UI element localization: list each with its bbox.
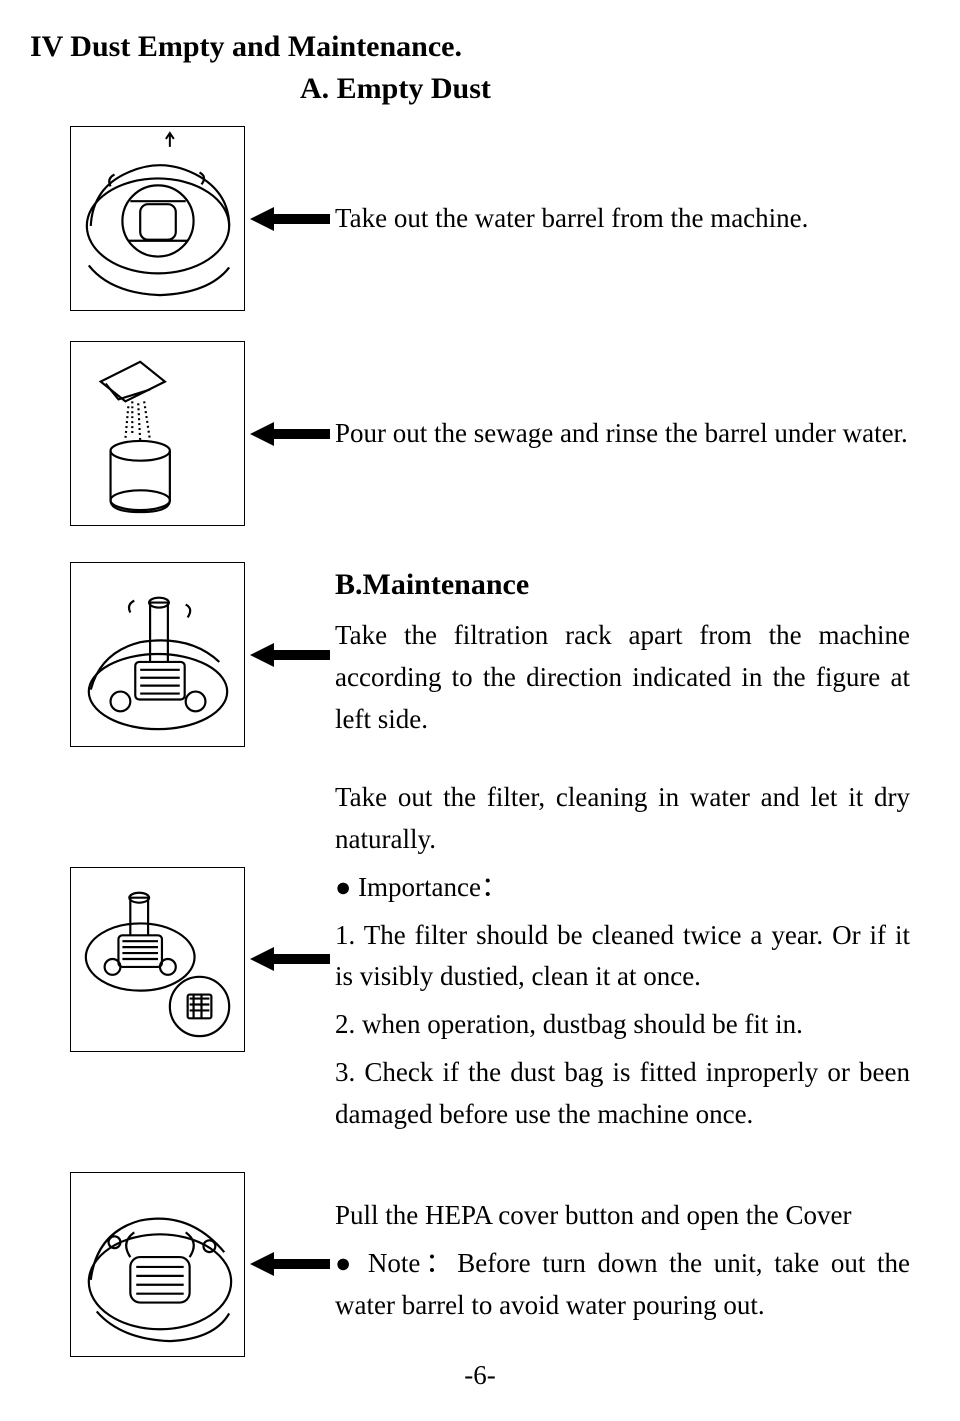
step-2-text: Pour out the sewage and rinse the barrel… <box>335 413 910 455</box>
step-2: Pour out the sewage and rinse the barrel… <box>30 341 910 526</box>
figure-3 <box>70 562 245 747</box>
figure-5 <box>70 1172 245 1357</box>
step-3: B.Maintenance Take the filtration rack a… <box>30 562 910 747</box>
hepa-cover-icon <box>71 1173 244 1356</box>
vacuum-barrel-icon <box>71 127 244 310</box>
subsection-b-title: B.Maintenance <box>335 562 910 609</box>
step-3-text: Take the filtration rack apart from the … <box>335 615 910 741</box>
arrow-left-icon <box>250 205 330 233</box>
step-4-line-1: Take out the filter, cleaning in water a… <box>335 777 910 861</box>
pour-barrel-icon <box>71 342 244 525</box>
figure-4 <box>70 867 245 1052</box>
page-number: -6- <box>0 1360 960 1391</box>
step-5-note: Note：Before turn down the unit, take out… <box>335 1243 910 1327</box>
filter-clean-icon <box>71 868 244 1051</box>
figure-1 <box>70 126 245 311</box>
arrow-left-icon <box>250 641 330 669</box>
step-4: Take out the filter, cleaning in water a… <box>30 777 910 1142</box>
arrow-left-icon <box>250 945 330 973</box>
arrow-4 <box>245 945 335 973</box>
arrow-left-icon <box>250 420 330 448</box>
filtration-rack-icon <box>71 563 244 746</box>
step-4-line-3: 2. when operation, dustbag should be fit… <box>335 1004 910 1046</box>
section-title: IV Dust Empty and Maintenance. <box>30 30 910 64</box>
step-5: Pull the HEPA cover button and open the … <box>30 1172 910 1357</box>
step-1-text: Take out the water barrel from the machi… <box>335 198 910 240</box>
subsection-a-title: A. Empty Dust <box>30 72 910 106</box>
arrow-2 <box>245 420 335 448</box>
arrow-3 <box>245 641 335 669</box>
step-4-line-4: 3. Check if the dust bag is fitted inpro… <box>335 1052 910 1136</box>
arrow-left-icon <box>250 1250 330 1278</box>
figure-2 <box>70 341 245 526</box>
step-4-line-2: 1. The filter should be cleaned twice a … <box>335 915 910 999</box>
step-1: Take out the water barrel from the machi… <box>30 126 910 311</box>
arrow-1 <box>245 205 335 233</box>
step-4-importance: Importance： <box>335 867 910 909</box>
arrow-5 <box>245 1250 335 1278</box>
step-5-line-1: Pull the HEPA cover button and open the … <box>335 1195 910 1237</box>
